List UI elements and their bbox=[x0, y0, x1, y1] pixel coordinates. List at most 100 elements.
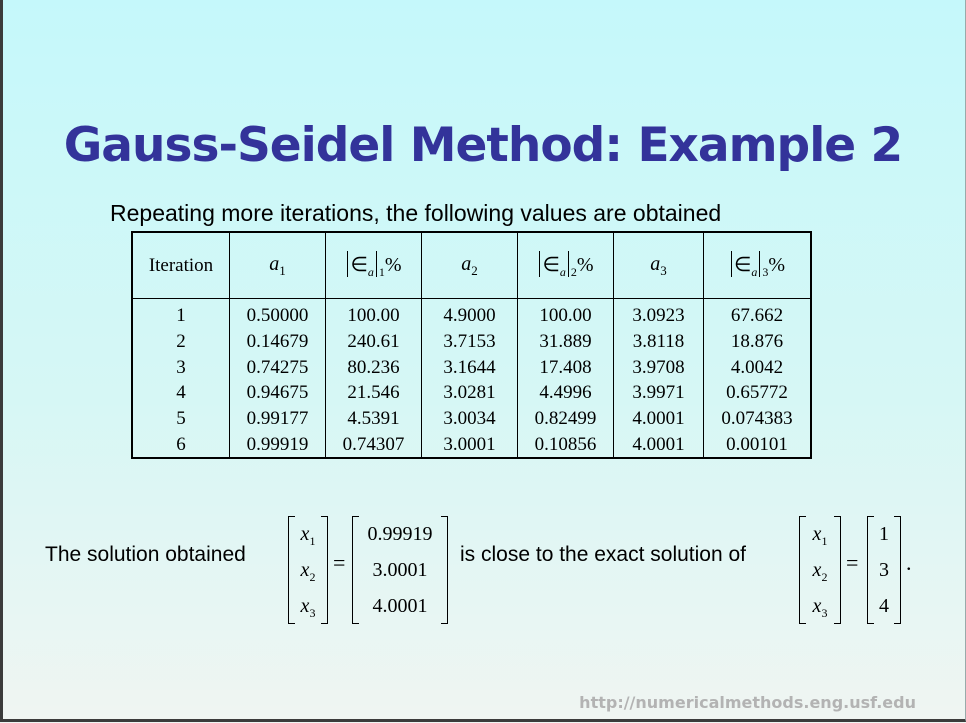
cell-a1: 0.99919 bbox=[229, 431, 326, 459]
variable-vector-obtained: x1 x2 x3 bbox=[288, 516, 328, 624]
cell-a3: 4.0001 bbox=[613, 431, 704, 459]
cell-err1: 240.61 bbox=[325, 328, 422, 355]
cell-a3: 4.0001 bbox=[613, 405, 704, 432]
vector-entry: 3.0001 bbox=[372, 559, 428, 581]
cell-err3: 67.662 bbox=[703, 298, 812, 329]
header-a3: a3 bbox=[613, 232, 704, 299]
cell-a1: 0.50000 bbox=[229, 298, 326, 329]
cell-a3: 3.9708 bbox=[613, 354, 704, 381]
header-err1-index: 1 bbox=[378, 265, 385, 279]
vector-entry: 4 bbox=[879, 595, 889, 617]
table-row: 1 0.50000 100.00 4.9000 100.00 3.0923 67… bbox=[131, 298, 812, 329]
header-iteration: Iteration bbox=[131, 232, 230, 299]
var-letter: x bbox=[300, 595, 310, 617]
solution-text-middle: is close to the exact solution of bbox=[460, 543, 746, 566]
vector-entry: 3 bbox=[879, 559, 889, 581]
vector-entry: x3 bbox=[800, 588, 840, 624]
exact-solution-vector: 1 3 4 bbox=[867, 516, 901, 624]
cell-err2: 100.00 bbox=[517, 298, 614, 329]
var-index: 1 bbox=[821, 534, 828, 548]
header-err3: ∈a 3% bbox=[703, 232, 812, 299]
cell-a1: 0.94675 bbox=[229, 380, 326, 406]
cell-a3: 3.9971 bbox=[613, 380, 704, 406]
solution-text-before: The solution obtained bbox=[45, 543, 246, 566]
var-index: 3 bbox=[821, 606, 828, 620]
cell-err2: 0.82499 bbox=[517, 405, 614, 432]
var-letter: x bbox=[300, 523, 310, 545]
cell-a2: 3.0281 bbox=[421, 380, 518, 406]
table-row: 2 0.14679 240.61 3.7153 31.889 3.8118 18… bbox=[131, 328, 812, 355]
var-index: 2 bbox=[309, 570, 316, 584]
table-row: 3 0.74275 80.236 3.1644 17.408 3.9708 4.… bbox=[131, 354, 812, 381]
cell-a3: 3.0923 bbox=[613, 298, 704, 329]
header-err2-sub: a bbox=[559, 265, 566, 279]
cell-err3: 4.0042 bbox=[703, 354, 812, 381]
cell-err2: 0.10856 bbox=[517, 431, 614, 459]
header-err1-sub: a bbox=[367, 265, 374, 279]
equals-sign: = bbox=[333, 550, 346, 575]
slide-title: Gauss-Seidel Method: Example 2 bbox=[63, 118, 904, 173]
header-err3-percent: % bbox=[768, 254, 786, 276]
cell-a3: 3.8118 bbox=[613, 328, 704, 355]
iteration-table: Iteration a1 ∈a 1% a2 ∈a 2% a3 ∈a 3% 1 0.50… bbox=[131, 231, 812, 460]
vector-entry: 0.99919 bbox=[367, 523, 433, 545]
cell-err3: 0.00101 bbox=[703, 431, 812, 459]
var-letter: x bbox=[812, 595, 822, 617]
table-row: 5 0.99177 4.5391 3.0034 0.82499 4.0001 0… bbox=[131, 405, 812, 432]
var-index: 1 bbox=[309, 534, 316, 548]
cell-a1: 0.14679 bbox=[229, 328, 326, 355]
cell-a2: 3.0001 bbox=[421, 431, 518, 459]
cell-a1: 0.74275 bbox=[229, 354, 326, 381]
cell-err3: 18.876 bbox=[703, 328, 812, 355]
cell-iteration: 4 bbox=[131, 380, 230, 406]
vector-entry: x1 bbox=[289, 516, 327, 552]
header-a2: a2 bbox=[421, 232, 518, 299]
cell-a1: 0.99177 bbox=[229, 405, 326, 432]
vector-entry: x2 bbox=[800, 552, 840, 588]
header-err2: ∈a 2% bbox=[517, 232, 614, 299]
table-header-row: Iteration a1 ∈a 1% a2 ∈a 2% a3 ∈a 3% bbox=[131, 232, 812, 299]
cell-err3: 0.074383 bbox=[703, 405, 812, 432]
cell-a2: 3.0034 bbox=[421, 405, 518, 432]
footer-url: http://numericalmethods.eng.usf.edu bbox=[579, 693, 916, 712]
cell-iteration: 6 bbox=[131, 431, 230, 459]
slide-subtitle: Repeating more iterations, the following… bbox=[110, 200, 722, 226]
cell-err1: 21.546 bbox=[325, 380, 422, 406]
cell-iteration: 3 bbox=[131, 354, 230, 381]
cell-err1: 0.74307 bbox=[325, 431, 422, 459]
variable-vector-exact: x1 x2 x3 bbox=[799, 516, 841, 624]
table-row: 4 0.94675 21.546 3.0281 4.4996 3.9971 0.… bbox=[131, 380, 812, 406]
var-index: 2 bbox=[821, 570, 828, 584]
header-a2-symbol: a bbox=[461, 252, 472, 275]
header-a1-index: 1 bbox=[279, 262, 286, 278]
header-err2-percent: % bbox=[576, 254, 594, 276]
cell-a2: 3.7153 bbox=[421, 328, 518, 355]
header-err3-index: 3 bbox=[762, 265, 769, 279]
cell-err3: 0.65772 bbox=[703, 380, 812, 406]
equals-sign: = bbox=[846, 550, 859, 575]
vector-entry: x1 bbox=[800, 516, 840, 552]
cell-iteration: 5 bbox=[131, 405, 230, 432]
cell-err2: 17.408 bbox=[517, 354, 614, 381]
header-a1-symbol: a bbox=[269, 252, 280, 275]
header-err1-percent: % bbox=[384, 254, 402, 276]
table-row: 6 0.99919 0.74307 3.0001 0.10856 4.0001 … bbox=[131, 431, 812, 459]
cell-iteration: 2 bbox=[131, 328, 230, 355]
header-a1: a1 bbox=[229, 232, 326, 299]
vector-entry: x2 bbox=[289, 552, 327, 588]
header-err1: ∈a 1% bbox=[325, 232, 422, 299]
cell-err2: 4.4996 bbox=[517, 380, 614, 406]
header-a2-index: 2 bbox=[471, 262, 478, 278]
cell-err1: 100.00 bbox=[325, 298, 422, 329]
vector-entry: 4.0001 bbox=[372, 595, 428, 617]
cell-iteration: 1 bbox=[131, 298, 230, 329]
header-err2-index: 2 bbox=[570, 265, 577, 279]
cell-a2: 3.1644 bbox=[421, 354, 518, 381]
var-letter: x bbox=[812, 559, 822, 581]
header-err3-sub: a bbox=[751, 265, 758, 279]
vector-entry: 1 bbox=[879, 523, 889, 545]
header-err2-symbol: ∈ bbox=[542, 254, 560, 276]
header-err3-symbol: ∈ bbox=[733, 254, 752, 276]
obtained-solution-vector: 0.99919 3.0001 4.0001 bbox=[352, 516, 448, 624]
cell-a2: 4.9000 bbox=[421, 298, 518, 329]
